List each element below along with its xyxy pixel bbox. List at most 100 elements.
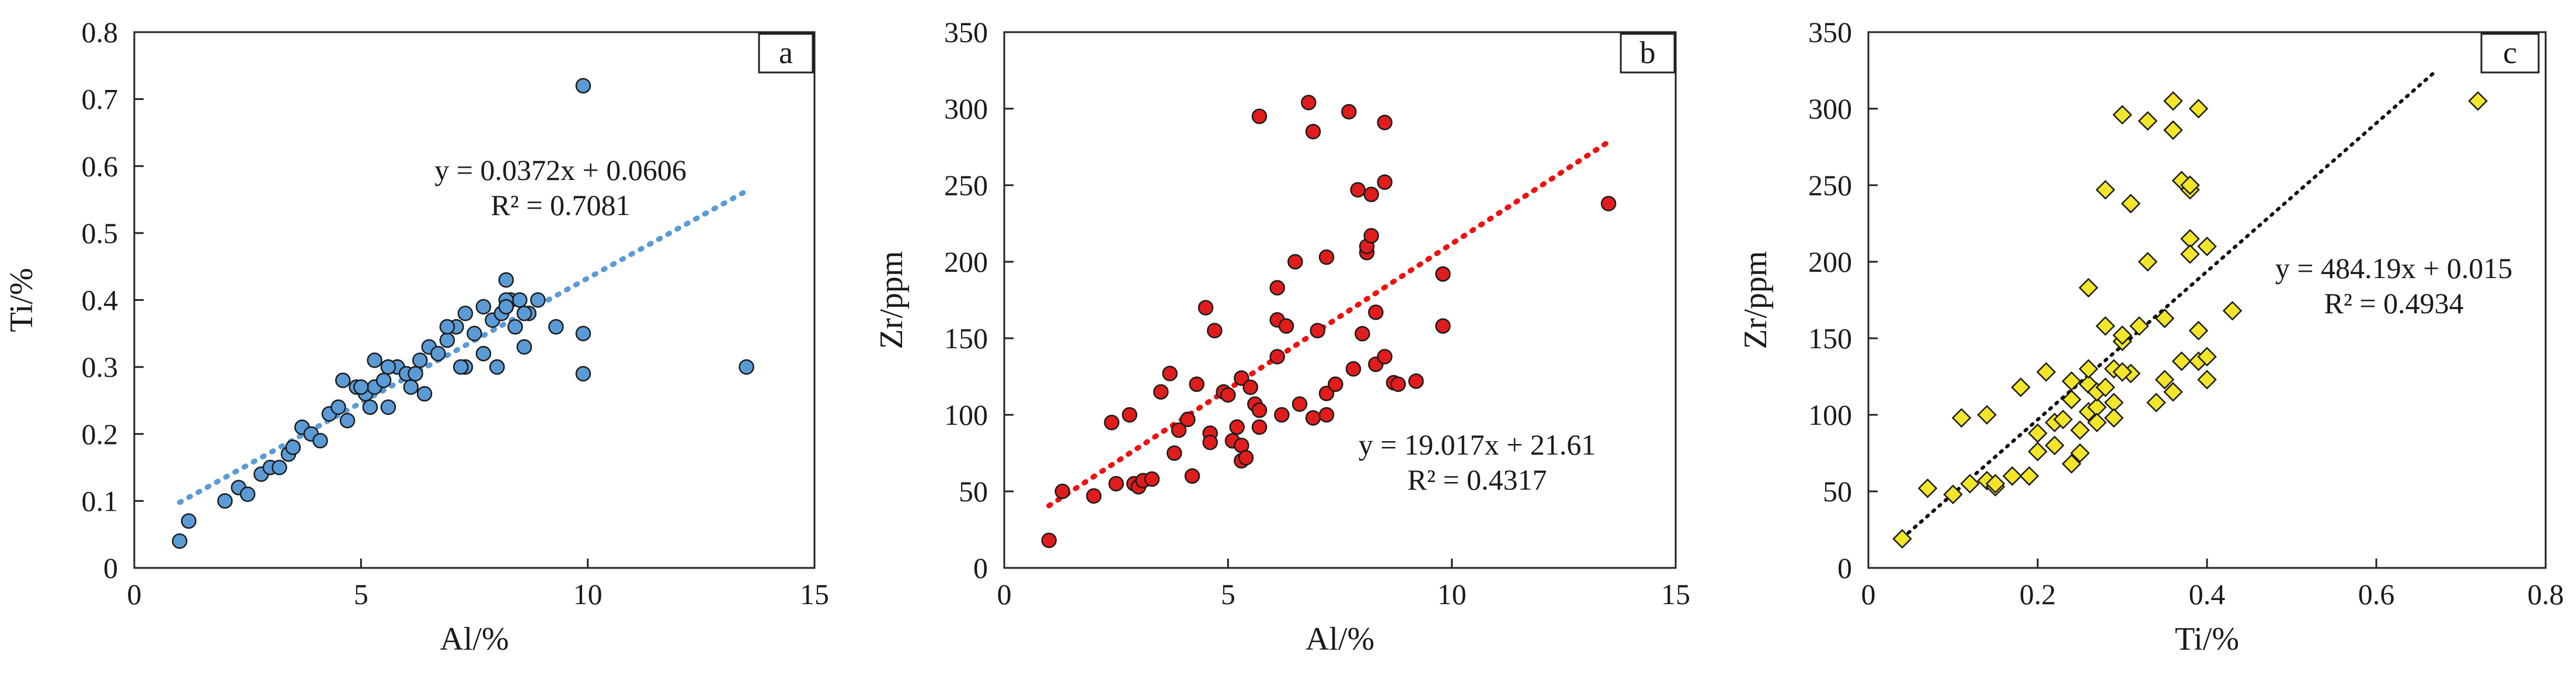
panel-b-point-23: [1229, 419, 1245, 435]
panel-b-point-59: [1435, 266, 1451, 282]
panel-b-point-16: [1189, 376, 1205, 392]
panel-a-y-tick-label-1: 0.1: [82, 484, 119, 517]
panel-a-y-tick-label-5: 0.5: [82, 217, 119, 249]
panel-a-point-41: [575, 78, 591, 93]
panel-a-point-53: [335, 372, 351, 389]
panel-c-point-59: [2163, 382, 2183, 402]
panel-a-point-12: [312, 432, 328, 449]
panel-a-y-tick-label-0: 0: [103, 552, 118, 584]
panel-c-point-10: [2019, 466, 2039, 486]
panel-b-point-11: [1162, 366, 1178, 382]
panel-c-y-tick-label-6: 300: [1808, 92, 1852, 125]
panel-b-point-36: [1292, 396, 1308, 412]
panel-b-point-52: [1368, 304, 1384, 320]
panel-c-point-11: [2028, 423, 2048, 443]
panel-a-point-40: [548, 319, 564, 335]
panel-b-point-30: [1251, 108, 1268, 124]
panel-c-point-27: [2095, 316, 2115, 336]
panel-c-y-tick-label-3: 150: [1808, 322, 1852, 355]
panel-a-point-45: [367, 352, 382, 368]
panel-b-trend-equation: y = 19.017x + 21.61: [1359, 428, 1596, 461]
panel-a-point-52: [516, 339, 532, 355]
panel-a-y-tick-label-4: 0.4: [82, 284, 119, 317]
panel-a-trend-equation: y = 0.0372x + 0.0606: [434, 154, 686, 186]
panel-b-point-38: [1305, 124, 1321, 140]
panel-a-y-tick-label-8: 0.8: [82, 16, 119, 48]
panel-b-y-tick-label-3: 150: [944, 322, 988, 355]
panel-a-point-56: [475, 345, 492, 362]
panel-c: 0 0.2 0.4 0.6 0.8 0 50 100 150 200 250 300 350 Ti/% Zr…: [1738, 16, 2564, 657]
panel-b-point-60: [1435, 318, 1451, 334]
panel-a-point-28: [439, 332, 455, 348]
panel-c-point-8: [2002, 466, 2022, 486]
panel-a-point-43: [575, 366, 591, 382]
panel-c-trend-equation: y = 484.19x + 0.015: [2275, 252, 2512, 285]
panel-c-point-41: [2154, 308, 2175, 328]
panel-b-x-axis-title: Al/%: [1306, 621, 1374, 657]
panel-a-point-18: [362, 399, 378, 415]
panel-c-y-tick-label-0: 0: [1837, 552, 1852, 584]
panel-a-point-37: [511, 292, 528, 308]
panel-b-x-tick-label-0: 0: [997, 578, 1012, 611]
panel-a-x-tick-label-2: 10: [573, 578, 603, 611]
panel-c-label: c: [2503, 35, 2517, 70]
panel-b-x-tick-label-3: 15: [1661, 578, 1690, 611]
panel-b-y-tick-label-4: 200: [944, 245, 988, 278]
panel-c-point-40: [2146, 393, 2166, 412]
panel-c-point-16: [2053, 410, 2073, 429]
panel-a-point-9: [285, 439, 301, 455]
panel-b-point-33: [1274, 407, 1290, 423]
panel-b-point-66: [1202, 434, 1218, 450]
panel-b-point-67: [1242, 379, 1258, 396]
panel-b-point-45: [1350, 182, 1366, 198]
panel-c-point-39: [2138, 111, 2158, 131]
panel-b-point-12: [1167, 445, 1182, 461]
panel-b-point-54: [1377, 115, 1393, 130]
panel-a-point-47: [416, 386, 433, 402]
panel-c-point-6: [1977, 405, 1997, 425]
panel-b-point-41: [1318, 386, 1335, 401]
panel-b-y-tick-label-6: 300: [944, 92, 988, 125]
panel-c-label-box: [2480, 33, 2540, 74]
panel-b-point-4: [1108, 476, 1124, 492]
panel-b-point-19: [1207, 323, 1223, 339]
panel-a-point-48: [439, 319, 455, 335]
panel-a-point-39: [530, 292, 546, 308]
panel-c-trendline: [1900, 70, 2438, 540]
panel-b-point-63: [1305, 410, 1321, 426]
panel-c-x-tick-label-3: 0.6: [2358, 578, 2395, 611]
panel-a-point-4: [239, 486, 256, 502]
panel-a-point-25: [412, 352, 428, 368]
panels-layer: 0 5 10 1500.10.20.30.40.50.60.70.8Al/%Ti/%y…: [4, 16, 2564, 657]
panel-b-point-15: [1184, 468, 1200, 484]
panel-a-point-30: [457, 306, 474, 321]
panel-c-point-56: [2222, 301, 2243, 321]
panel-a-point-58: [516, 306, 532, 321]
panel-b-point-17: [1198, 300, 1214, 316]
panel-b-point-40: [1318, 249, 1335, 265]
panel-b-label-box: [1620, 33, 1676, 74]
panel-b-y-tick-label-7: 350: [944, 16, 988, 48]
panel-c-point-60: [2112, 362, 2132, 382]
panel-c-point-19: [2070, 443, 2090, 463]
panel-c-y-axis-title: Zr/ppm: [1738, 251, 1774, 349]
panel-b-point-34: [1278, 318, 1294, 334]
panel-c-point-43: [2163, 91, 2183, 111]
panel-c-point-34: [2112, 105, 2132, 125]
panel-c-y-tick-label-5: 250: [1808, 169, 1852, 202]
panel-b-y-axis-title: Zr/ppm: [873, 251, 910, 349]
panel-b-point-14: [1180, 411, 1196, 428]
panel-b-trendline: [1046, 139, 1611, 509]
panel-a-point-27: [430, 345, 446, 362]
panel-c-point-61: [2079, 359, 2098, 379]
panel-c-x-tick-label-2: 0.4: [2189, 578, 2226, 611]
panel-c-y-tick-label-4: 200: [1808, 245, 1852, 278]
panel-c-point-38: [2138, 252, 2158, 272]
panel-b-plot-frame: [1003, 31, 1677, 569]
panel-c-point-50: [2188, 321, 2209, 341]
panel-b-y-tick-label-2: 100: [944, 398, 988, 431]
panel-a-y-axis-title: Ti/%: [4, 268, 40, 332]
panel-a-point-14: [330, 399, 346, 415]
panel-a-point-7: [271, 459, 287, 476]
